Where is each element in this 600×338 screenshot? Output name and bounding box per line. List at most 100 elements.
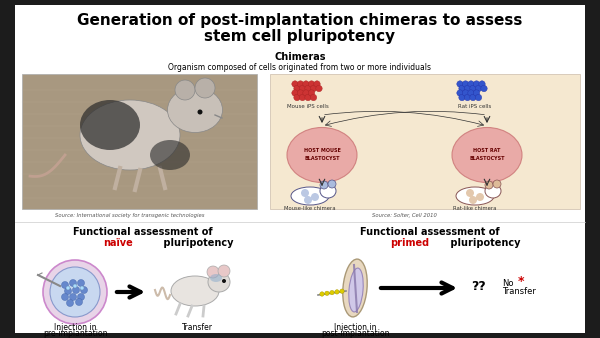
Circle shape: [303, 90, 309, 96]
Circle shape: [218, 265, 230, 277]
Text: pluripotency: pluripotency: [160, 238, 233, 248]
Circle shape: [330, 290, 334, 295]
Ellipse shape: [320, 184, 336, 198]
Circle shape: [80, 287, 88, 293]
Text: *: *: [518, 274, 524, 288]
Circle shape: [77, 293, 85, 300]
Circle shape: [305, 94, 311, 101]
Circle shape: [475, 94, 482, 101]
Circle shape: [195, 78, 215, 98]
Circle shape: [299, 94, 306, 101]
Circle shape: [340, 289, 344, 293]
Circle shape: [481, 85, 487, 92]
Circle shape: [77, 280, 85, 287]
Circle shape: [303, 81, 309, 87]
Circle shape: [310, 94, 317, 101]
Circle shape: [493, 180, 501, 188]
Text: naïve: naïve: [103, 238, 133, 248]
Text: Rat iPS cells: Rat iPS cells: [458, 104, 491, 110]
Circle shape: [473, 90, 480, 96]
Circle shape: [475, 85, 482, 92]
Circle shape: [457, 81, 463, 87]
Circle shape: [473, 81, 480, 87]
Text: Injection in: Injection in: [54, 322, 96, 332]
Circle shape: [50, 267, 100, 317]
FancyBboxPatch shape: [270, 74, 580, 209]
Text: Functional assessment of: Functional assessment of: [73, 227, 213, 237]
Text: ??: ??: [472, 281, 487, 293]
Text: post-implantation: post-implantation: [321, 330, 389, 338]
Text: Transfer: Transfer: [502, 288, 536, 296]
Circle shape: [308, 81, 314, 87]
Ellipse shape: [80, 100, 140, 150]
Circle shape: [301, 189, 309, 197]
Circle shape: [292, 90, 298, 96]
Circle shape: [464, 94, 471, 101]
Circle shape: [80, 286, 84, 290]
Circle shape: [464, 85, 471, 92]
Ellipse shape: [150, 140, 190, 170]
Circle shape: [320, 181, 328, 189]
Text: Source: International society for transgenic technologies: Source: International society for transg…: [55, 213, 205, 217]
Circle shape: [73, 287, 79, 293]
Circle shape: [298, 90, 304, 96]
FancyBboxPatch shape: [15, 5, 585, 333]
Text: Functional assessment of: Functional assessment of: [360, 227, 500, 237]
Circle shape: [292, 81, 298, 87]
Text: No: No: [502, 279, 514, 288]
Circle shape: [299, 85, 306, 92]
Text: Organism composed of cells originated from two or more individuals: Organism composed of cells originated fr…: [169, 63, 431, 72]
Circle shape: [207, 266, 219, 278]
Circle shape: [466, 189, 474, 197]
Circle shape: [320, 292, 324, 296]
Ellipse shape: [452, 127, 522, 183]
Circle shape: [222, 279, 226, 283]
Circle shape: [66, 286, 70, 290]
Circle shape: [65, 288, 71, 294]
Text: HOST MOUSE: HOST MOUSE: [304, 148, 340, 153]
Circle shape: [328, 180, 336, 188]
Text: pre-implantation: pre-implantation: [43, 330, 107, 338]
Circle shape: [469, 196, 477, 204]
Circle shape: [197, 110, 203, 115]
Circle shape: [457, 90, 463, 96]
Circle shape: [463, 90, 469, 96]
Circle shape: [325, 291, 329, 295]
Text: HOST RAT: HOST RAT: [473, 148, 500, 153]
Circle shape: [311, 193, 319, 201]
Ellipse shape: [291, 187, 329, 205]
Circle shape: [314, 81, 320, 87]
Text: pluripotency: pluripotency: [447, 238, 521, 248]
Circle shape: [67, 299, 74, 307]
Text: Rat-like chimera: Rat-like chimera: [454, 206, 497, 211]
Ellipse shape: [171, 276, 219, 306]
Ellipse shape: [167, 88, 223, 132]
Circle shape: [298, 81, 304, 87]
Circle shape: [479, 81, 485, 87]
Text: Injection in: Injection in: [334, 322, 376, 332]
Circle shape: [73, 284, 77, 288]
Circle shape: [62, 282, 68, 289]
Circle shape: [335, 290, 339, 294]
Circle shape: [459, 94, 465, 101]
Circle shape: [70, 293, 77, 300]
Circle shape: [294, 94, 300, 101]
Ellipse shape: [456, 187, 494, 205]
Circle shape: [304, 196, 312, 204]
Text: primed: primed: [391, 238, 430, 248]
Ellipse shape: [349, 268, 363, 312]
Circle shape: [485, 181, 493, 189]
Ellipse shape: [343, 259, 367, 317]
Circle shape: [316, 85, 322, 92]
Text: Generation of post-implantation chimeras to assess: Generation of post-implantation chimeras…: [77, 13, 523, 27]
Circle shape: [470, 94, 476, 101]
Text: Transfer: Transfer: [182, 322, 212, 332]
Circle shape: [308, 90, 314, 96]
Circle shape: [459, 85, 465, 92]
Ellipse shape: [210, 274, 222, 282]
Circle shape: [76, 298, 83, 306]
Circle shape: [468, 81, 474, 87]
Circle shape: [468, 90, 474, 96]
Ellipse shape: [208, 272, 230, 292]
Text: Source: Solter, Cell 2010: Source: Solter, Cell 2010: [371, 213, 436, 217]
